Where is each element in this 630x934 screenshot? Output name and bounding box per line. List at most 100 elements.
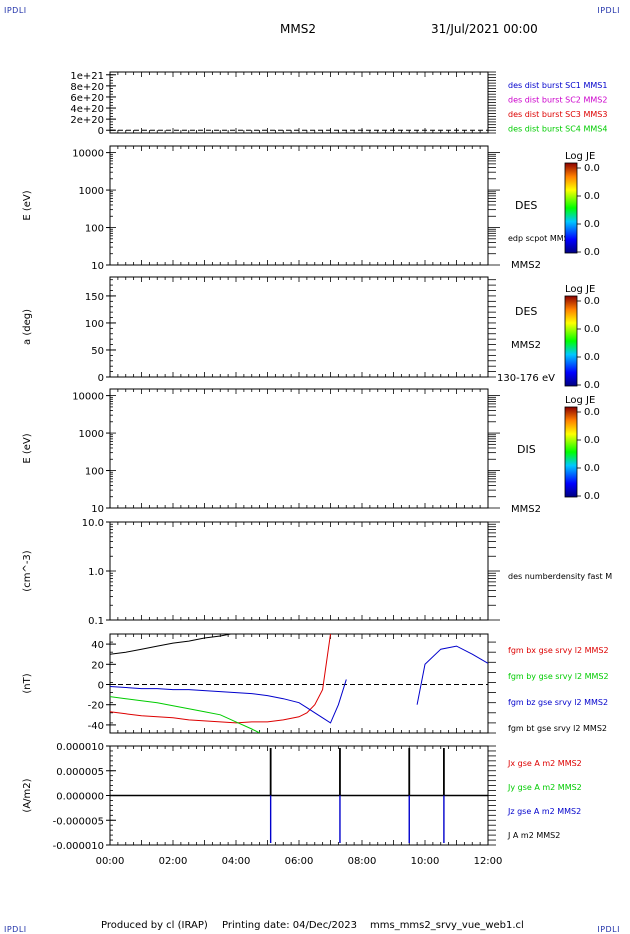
y-tick-label: 0.000010 xyxy=(56,742,104,753)
spacecraft-label: MMS2 xyxy=(511,260,541,271)
y-tick-label: -20 xyxy=(88,701,104,712)
legend-current-3: Jz gse A m2 MMS2 xyxy=(507,807,581,816)
series-line-3 xyxy=(110,679,347,724)
colorbar-tick-label: 0.0 xyxy=(584,219,600,230)
footer-produced-by: Produced by cl (IRAP) xyxy=(101,920,208,931)
legend-dist-4: des dist burst SC4 MMS4 xyxy=(508,125,607,134)
x-tick-label: 02:00 xyxy=(159,856,188,867)
y-axis-label: (nT) xyxy=(22,673,33,693)
y-tick-label: 20 xyxy=(91,660,104,671)
legend-field-3: fgm bz gse srvy l2 MMS2 xyxy=(508,698,608,707)
plot-date: 31/Jul/2021 00:00 xyxy=(431,22,538,36)
y-tick-label: 1000 xyxy=(79,429,104,440)
colorbar-title: Log JE xyxy=(565,395,595,406)
corner-label-bottom-right: IPDLI xyxy=(597,925,620,934)
spacecraft-label: MMS2 xyxy=(511,504,541,515)
y-tick-label: 1.0 xyxy=(88,567,104,578)
legend-dist-1: des dist burst SC1 MMS1 xyxy=(508,81,607,90)
y-tick-label: 10000 xyxy=(72,392,104,403)
colorbar-tick-label: 0.0 xyxy=(584,324,600,335)
y-axis-label: E (eV) xyxy=(22,190,33,220)
series-line-3 xyxy=(416,645,488,705)
colorbar-title: Log JE xyxy=(565,284,595,295)
x-tick-label: 08:00 xyxy=(348,856,377,867)
spacecraft-title: MMS2 xyxy=(280,22,316,36)
y-tick-label: 0.1 xyxy=(88,616,104,627)
legend-dist-3: des dist burst SC3 MMS3 xyxy=(508,110,607,119)
corner-label-bottom-left: IPDLI xyxy=(4,925,27,934)
y-tick-label: -0.000010 xyxy=(53,841,104,852)
colorbar-tick-label: 0.0 xyxy=(584,247,600,258)
x-tick-label: 06:00 xyxy=(285,856,314,867)
colorbar-tick-label: 0.0 xyxy=(584,296,600,307)
y-axis-label: (cm^-3) xyxy=(22,550,33,591)
y-tick-label: 100 xyxy=(85,467,104,478)
series-line-1 xyxy=(110,634,331,724)
panel-magnetic-field-frame xyxy=(109,633,489,734)
x-tick-label: 12:00 xyxy=(474,856,503,867)
y-tick-label: 100 xyxy=(85,319,104,330)
y-axis-label: E (eV) xyxy=(22,433,33,463)
panel-dist-frame xyxy=(109,71,489,134)
footer-filename: mms_mms2_srvy_vue_web1.cl xyxy=(370,920,524,931)
y-tick-label: 0.000005 xyxy=(56,767,104,778)
legend-density: des numberdensity fast M xyxy=(508,572,612,581)
panel-des-energy-frame xyxy=(109,145,489,266)
footer-printing-date: Printing date: 04/Dec/2023 xyxy=(222,920,358,931)
colorbar-tick-label: 0.0 xyxy=(584,435,600,446)
y-axis-label: (A/m2) xyxy=(22,778,33,812)
panel-pitch-angle-frame xyxy=(109,276,489,378)
y-tick-label: 10000 xyxy=(72,149,104,160)
y-tick-label: 100 xyxy=(85,224,104,235)
y-tick-label: 0 xyxy=(98,681,104,692)
legend-field-4: fgm bt gse srvy l2 MMS2 xyxy=(508,724,607,733)
series-line-2 xyxy=(110,696,261,733)
y-tick-label: 50 xyxy=(91,346,104,357)
legend-dist-2: des dist burst SC2 MMS2 xyxy=(508,96,607,105)
colorbar-tick-label: 0.0 xyxy=(584,380,600,391)
x-tick-label: 10:00 xyxy=(411,856,440,867)
x-tick-label: 00:00 xyxy=(96,856,125,867)
instrument-label-des-pa: DES xyxy=(515,305,537,318)
legend-field-1: fgm bx gse srvy l2 MMS2 xyxy=(508,646,609,655)
y-tick-label: 1e+21 xyxy=(70,71,104,82)
energy-range-label: 130-176 eV xyxy=(497,373,555,384)
y-tick-label: 0 xyxy=(98,126,104,137)
spacecraft-label: MMS2 xyxy=(511,340,541,351)
y-tick-label: 10 xyxy=(91,261,104,272)
y-tick-label: 40 xyxy=(91,640,104,651)
legend-current-4: J A m2 MMS2 xyxy=(507,831,560,840)
colorbar-tick-label: 0.0 xyxy=(584,191,600,202)
panel-density-frame xyxy=(109,521,489,621)
y-tick-label: 10.0 xyxy=(82,518,104,529)
series-line-4 xyxy=(110,634,234,655)
y-tick-label: 4e+20 xyxy=(70,104,104,115)
x-tick-label: 04:00 xyxy=(222,856,251,867)
y-axis-label: a (deg) xyxy=(22,309,33,345)
corner-label-top-left: IPDLI xyxy=(4,6,27,15)
instrument-label-dis: DIS xyxy=(517,443,536,456)
y-tick-label: 10 xyxy=(91,504,104,515)
instrument-label-des: DES xyxy=(515,199,537,212)
y-tick-label: -40 xyxy=(88,721,104,732)
colorbar xyxy=(564,406,578,498)
colorbar-title: Log JE xyxy=(565,151,595,162)
colorbar-tick-label: 0.0 xyxy=(584,491,600,502)
colorbar-tick-label: 0.0 xyxy=(584,407,600,418)
colorbar-tick-label: 0.0 xyxy=(584,352,600,363)
y-tick-label: 2e+20 xyxy=(70,115,104,126)
colorbar-tick-label: 0.0 xyxy=(584,163,600,174)
y-tick-label: 150 xyxy=(85,292,104,303)
y-tick-label: 6e+20 xyxy=(70,93,104,104)
y-tick-label: -0.000005 xyxy=(53,816,104,827)
panel-dis-energy-frame xyxy=(109,388,489,509)
colorbar-tick-label: 0.0 xyxy=(584,463,600,474)
colorbar xyxy=(564,295,578,387)
y-tick-label: 0.000000 xyxy=(56,792,104,803)
legend-field-2: fgm by gse srvy l2 MMS2 xyxy=(508,672,609,681)
legend-current-2: Jy gse A m2 MMS2 xyxy=(507,783,582,792)
legend-current-1: Jx gse A m2 MMS2 xyxy=(507,759,582,768)
colorbar xyxy=(564,162,578,254)
overlay-label-scpot: edp scpot MMS2 xyxy=(508,234,574,243)
